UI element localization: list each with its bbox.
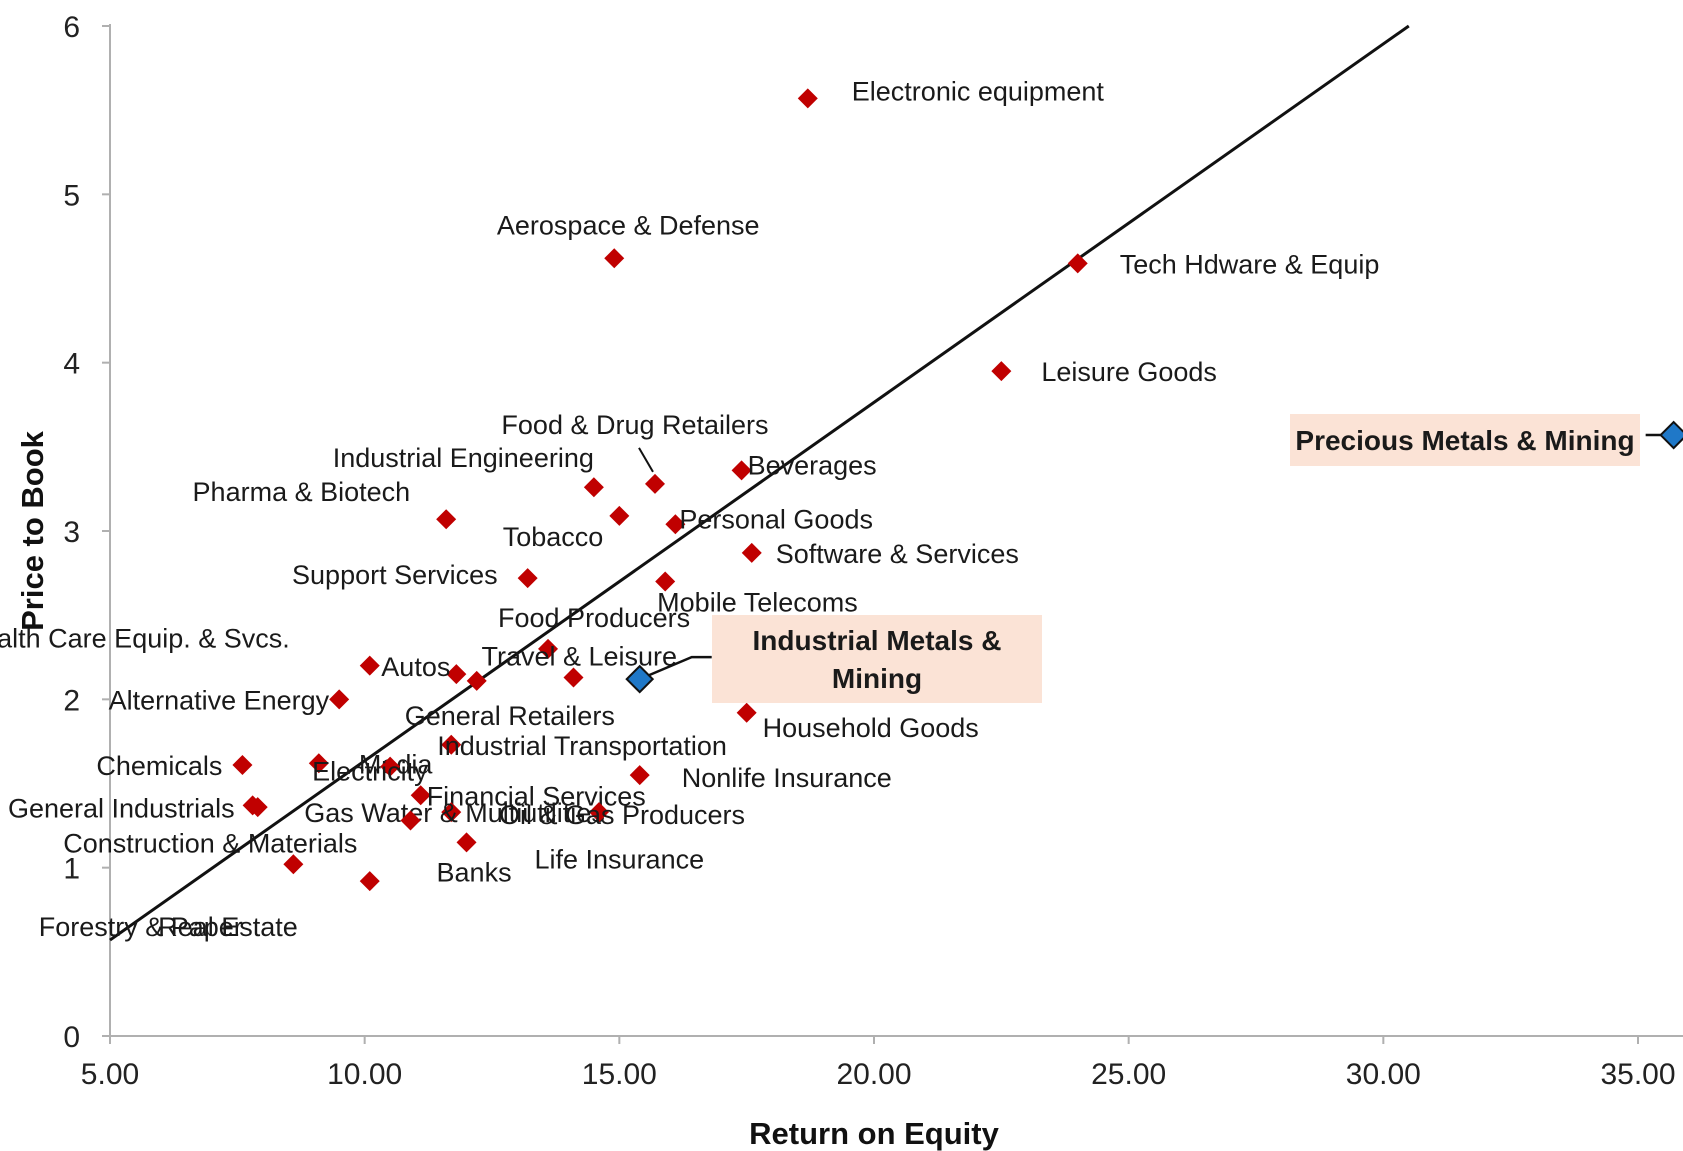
x-tick-label: 10.00 [327, 1058, 402, 1091]
data-point-label: Industrial Transportation [437, 731, 727, 761]
y-tick-label: 5 [63, 179, 80, 212]
leader-line [638, 447, 654, 473]
data-point-label: Banks [437, 857, 512, 887]
data-point-label: Health Care Equip. & Svcs. [0, 624, 290, 654]
data-point-label: Travel & Leisure [481, 641, 677, 671]
highlight-data-point [625, 664, 655, 694]
data-point-label: Tech Hdware & Equip [1120, 249, 1380, 279]
data-point-label: Alternative Energy [109, 685, 330, 715]
data-point [655, 571, 676, 592]
data-point [1067, 253, 1088, 274]
highlight-label: Precious Metals & Mining [1295, 425, 1634, 456]
data-point-label: Electricity [312, 757, 428, 787]
data-point [991, 361, 1012, 382]
data-point [466, 670, 487, 691]
data-point-label: Tobacco [503, 522, 604, 552]
data-point [517, 568, 538, 589]
callout-box [712, 615, 1042, 703]
data-point [456, 832, 477, 853]
data-point-label: Gas Water & Multiutilities [304, 798, 605, 828]
data-point [644, 473, 665, 494]
y-tick-label: 2 [63, 684, 80, 717]
y-tick-label: 0 [63, 1021, 80, 1054]
data-point-label: Support Services [292, 560, 498, 590]
data-point-label: Electronic equipment [852, 76, 1105, 106]
highlight-label: Industrial Metals & [753, 625, 1002, 656]
callout-leader [639, 655, 712, 681]
data-point [588, 802, 609, 823]
data-point [436, 509, 457, 530]
x-tick-label: 5.00 [81, 1058, 139, 1091]
data-point-label: Real Estate [158, 912, 298, 942]
data-point [329, 689, 350, 710]
x-tick-label: 15.00 [582, 1058, 657, 1091]
data-point [563, 667, 584, 688]
data-point [359, 655, 380, 676]
y-axis-title: Price to Book [15, 430, 50, 631]
y-tick-label: 4 [63, 348, 80, 381]
data-point [629, 765, 650, 786]
y-tick-label: 6 [63, 11, 80, 44]
data-point-label: Software & Services [776, 539, 1019, 569]
y-tick-label: 3 [63, 516, 80, 549]
data-point [446, 664, 467, 685]
data-point [410, 785, 431, 806]
data-point-label: Food & Drug Retailers [501, 410, 768, 440]
data-point-label: Oil & Gas Producers [499, 800, 745, 830]
data-point [400, 810, 421, 831]
data-point [741, 542, 762, 563]
data-point-label: Food Producers [498, 603, 690, 633]
data-point-label: General Retailers [405, 701, 615, 731]
data-point-label: Nonlife Insurance [682, 763, 892, 793]
data-point-label: Beverages [748, 450, 877, 480]
data-point-label: General Industrials [8, 793, 235, 823]
data-point-label: Personal Goods [679, 504, 873, 534]
data-point-label: Pharma & Biotech [193, 477, 411, 507]
data-point-label: Industrial Engineering [333, 443, 594, 473]
x-axis-title: Return on Equity [749, 1116, 999, 1151]
data-point-label: Forestry & Paper [39, 912, 243, 942]
data-point [665, 514, 686, 535]
x-tick-label: 25.00 [1091, 1058, 1166, 1091]
data-point-label: Household Goods [763, 713, 979, 743]
x-tick-label: 20.00 [836, 1058, 911, 1091]
data-point [731, 460, 752, 481]
data-point-label: Chemicals [96, 751, 222, 781]
x-tick-label: 30.00 [1346, 1058, 1421, 1091]
data-point-label: Construction & Materials [63, 828, 357, 858]
callout-box [1290, 414, 1640, 466]
data-point [441, 802, 462, 823]
data-point [308, 753, 329, 774]
data-point [441, 734, 462, 755]
data-point [538, 638, 559, 659]
data-point [247, 797, 268, 818]
data-point [283, 854, 304, 875]
data-point [583, 477, 604, 498]
data-point [380, 756, 401, 777]
data-point [736, 702, 757, 723]
data-point-label: Leisure Goods [1041, 357, 1217, 387]
data-point-label: Mobile Telecoms [657, 588, 858, 618]
data-point [232, 754, 253, 775]
highlight-label: Mining [832, 663, 922, 694]
data-point-label: Financial Services [427, 781, 646, 811]
data-point-label: Life Insurance [535, 845, 705, 875]
data-point-label: Aerospace & Defense [497, 210, 760, 240]
data-point-label: Autos [381, 652, 450, 682]
data-point [609, 505, 630, 526]
x-tick-label: 35.00 [1600, 1058, 1675, 1091]
trend-line [109, 24, 1410, 942]
data-point [797, 88, 818, 109]
highlight-data-point [1659, 420, 1683, 450]
data-point [359, 871, 380, 892]
y-tick-label: 1 [63, 853, 80, 886]
data-point [604, 248, 625, 269]
